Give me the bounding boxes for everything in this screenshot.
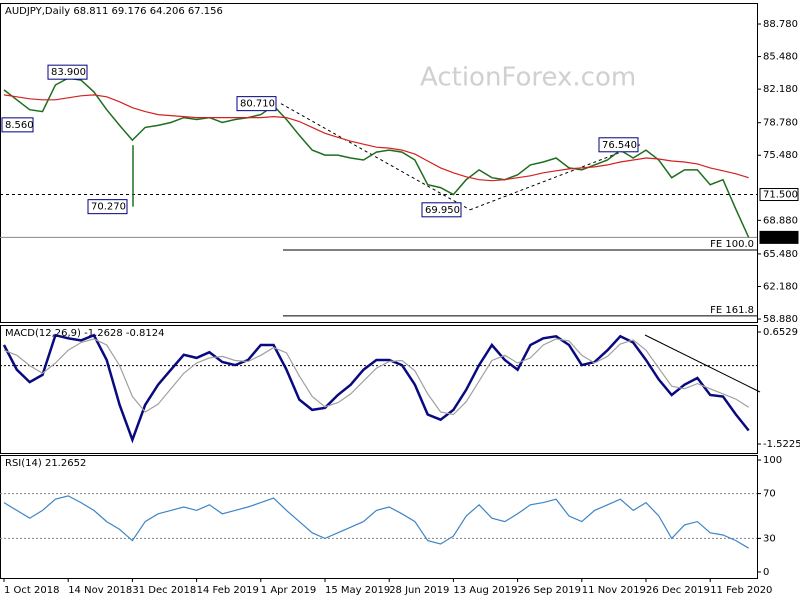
y-tick-label: 75.480	[763, 150, 798, 161]
x-tick-label: 26 Sep 2019	[518, 585, 581, 596]
annotation-label: 69.950	[425, 205, 460, 216]
x-tick-label: 26 Dec 2019	[646, 585, 710, 596]
level-label: FE 161.8	[710, 305, 754, 316]
price-title: AUDJPY,Daily 68.811 69.176 64.206 67.156	[5, 6, 223, 17]
y-tick-label: 62.180	[763, 281, 798, 292]
series-line	[2, 333, 750, 444]
y-tick-label: 0.6529	[763, 327, 798, 338]
y-tick-label: 78.780	[763, 118, 798, 129]
annotation-box	[598, 137, 639, 153]
rsi-panel	[0, 455, 758, 579]
price-panel	[0, 3, 758, 323]
macd-title: MACD(12,26,9) -1.2628 -0.8124	[5, 328, 165, 339]
x-tick-label: 11 Nov 2019	[582, 585, 646, 596]
watermark: ActionForex.com	[420, 63, 636, 93]
trend-line	[280, 103, 471, 211]
level-label-box	[759, 230, 799, 244]
series-line	[3, 338, 750, 416]
annotation-label: 8.560	[5, 120, 34, 131]
x-tick-label: 14 Feb 2019	[197, 585, 259, 596]
annotation-box	[87, 199, 128, 215]
x-tick-label: 1 Oct 2018	[4, 585, 59, 596]
x-tick-label: 11 Feb 2020	[710, 585, 772, 596]
y-tick-label: 0	[763, 567, 769, 578]
y-tick-label: 30	[763, 533, 776, 544]
x-tick-label: 15 May 2019	[325, 585, 390, 596]
x-tick-label: 28 Jun 2019	[389, 585, 449, 596]
x-tick-label: 14 Nov 2018	[68, 585, 132, 596]
annotation-box	[236, 96, 277, 112]
y-tick-label: 82.180	[763, 84, 798, 95]
level-label: FE 100.0	[710, 239, 754, 250]
x-tick-label: 1 Apr 2019	[261, 585, 316, 596]
annotation-label: 70.270	[91, 202, 126, 213]
level-label: 67.156	[763, 232, 798, 243]
series-line	[3, 94, 749, 182]
annotation-label: 76.540	[602, 140, 637, 151]
y-tick-label: 70	[763, 489, 776, 500]
y-tick-label: 58.880	[763, 314, 798, 325]
series-line	[3, 495, 750, 549]
annotation-box	[1, 117, 34, 133]
y-tick-label: -1.5225	[763, 439, 800, 450]
y-tick-label: 100	[763, 455, 782, 466]
y-tick-label: 88.780	[763, 19, 798, 30]
annotation-label: 80.710	[240, 99, 275, 110]
rsi-title: RSI(14) 21.2652	[5, 458, 86, 469]
x-tick-label: 31 Dec 2018	[132, 585, 196, 596]
level-label: 71.500	[763, 190, 798, 201]
trend-line	[469, 144, 641, 211]
level-label-box	[759, 188, 799, 202]
y-tick-label: 68.880	[763, 215, 798, 226]
annotation-box	[421, 202, 462, 218]
annotation-box	[47, 64, 88, 80]
annotation-label: 83.900	[51, 67, 86, 78]
y-tick-label: 65.480	[763, 249, 798, 260]
macd-trendline	[644, 334, 761, 393]
y-tick-label: 85.480	[763, 52, 798, 63]
x-tick-label: 13 Aug 2019	[453, 585, 517, 596]
series-line	[3, 77, 750, 238]
macd-panel	[0, 325, 758, 454]
